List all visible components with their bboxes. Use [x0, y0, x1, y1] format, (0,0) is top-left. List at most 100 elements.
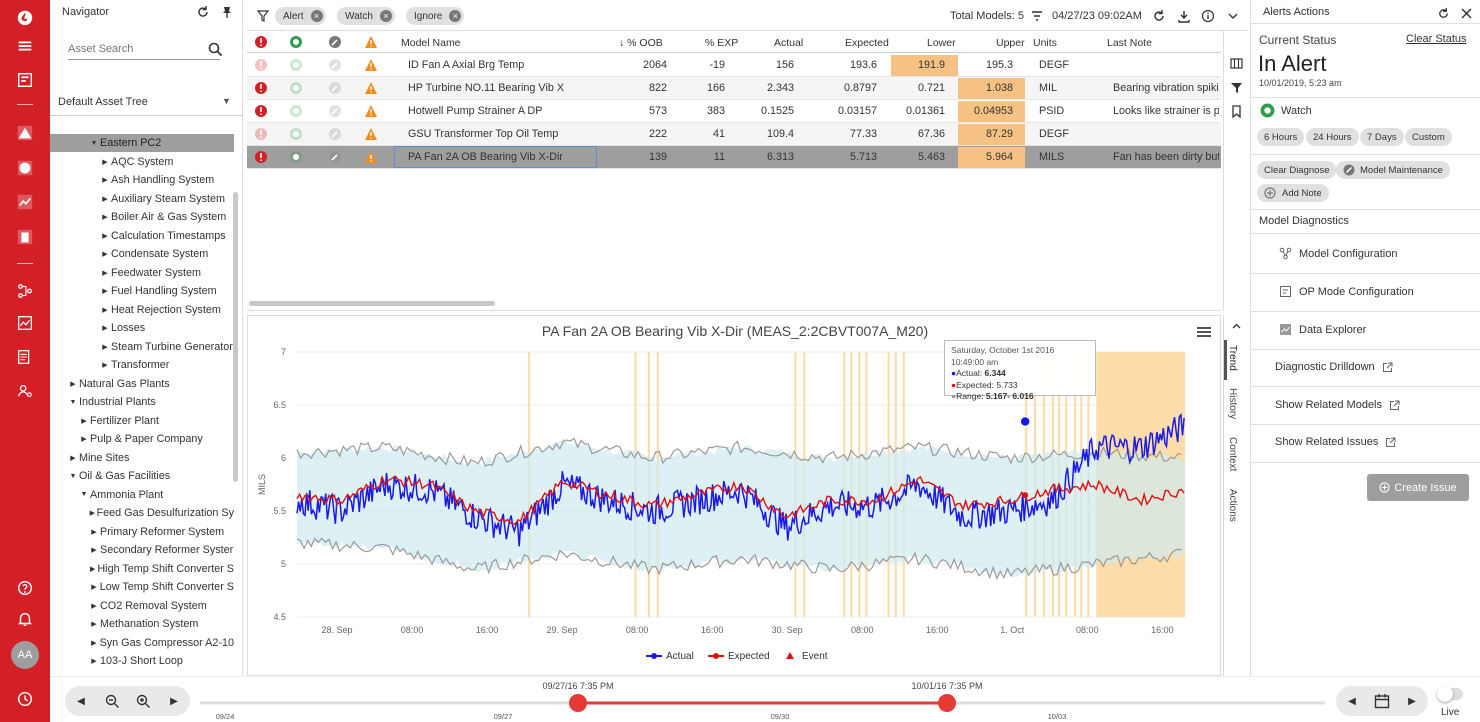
col-last-note[interactable]: Last Note: [1107, 37, 1152, 49]
maintenance-status-icon[interactable]: [328, 150, 342, 164]
caret-right-icon[interactable]: ▶: [91, 639, 97, 647]
filter-chip-watch[interactable]: Watch ×: [337, 7, 395, 25]
caret-right-icon[interactable]: ▶: [102, 343, 108, 351]
caret-right-icon[interactable]: ▶: [102, 288, 108, 295]
alert-status-icon[interactable]: [254, 150, 268, 164]
col-exp[interactable]: % EXP: [705, 37, 739, 49]
alert-status-icon[interactable]: [254, 127, 268, 141]
refresh-icon[interactable]: [1152, 9, 1166, 23]
tab-context[interactable]: Context: [1227, 437, 1238, 472]
info-icon[interactable]: [1201, 9, 1215, 23]
maintenance-status-icon[interactable]: [328, 127, 342, 141]
legend-label[interactable]: Expected: [728, 651, 770, 662]
remove-chip-icon[interactable]: ×: [449, 10, 462, 22]
caret-right-icon[interactable]: ▶: [91, 658, 97, 665]
duration-6-hours[interactable]: 6 Hours: [1257, 128, 1305, 146]
caret-right-icon[interactable]: ▶: [91, 528, 97, 536]
caret-right-icon[interactable]: ▶: [91, 584, 97, 591]
caret-right-icon[interactable]: ▶: [70, 380, 76, 388]
dashboard-icon[interactable]: [10, 67, 40, 93]
caret-right-icon[interactable]: ▶: [102, 232, 108, 240]
tree-item[interactable]: ▼ Oil & Gas Facilities: [50, 467, 234, 485]
caret-right-icon[interactable]: ▶: [102, 195, 108, 203]
warning-status-icon[interactable]: [364, 127, 378, 141]
user-avatar[interactable]: AA: [11, 641, 39, 669]
caret-right-icon[interactable]: ▶: [89, 510, 95, 517]
legend-label[interactable]: Event: [802, 651, 828, 662]
previous-range-button[interactable]: ◀: [1348, 695, 1356, 707]
model-maintenance-button[interactable]: Model Maintenance: [1336, 161, 1450, 179]
caret-right-icon[interactable]: ▶: [102, 251, 108, 258]
caret-right-icon[interactable]: ▶: [102, 325, 108, 332]
help-icon[interactable]: [10, 575, 40, 601]
show-related-models-action[interactable]: Show Related Models: [1275, 399, 1400, 411]
hierarchy-icon[interactable]: [10, 278, 40, 304]
remove-chip-icon[interactable]: ×: [379, 10, 392, 22]
as-of-date[interactable]: 04/27/23 09:02AM: [1052, 10, 1142, 22]
tree-item[interactable]: ▶ Fertilizer Plant: [50, 412, 234, 430]
asset-search-input[interactable]: [68, 38, 220, 60]
trend-icon[interactable]: [10, 189, 40, 215]
tree-item[interactable]: ▶ Boiler Air & Gas System: [50, 208, 234, 226]
caret-right-icon[interactable]: ▶: [102, 306, 108, 314]
alert-status-icon[interactable]: [254, 58, 268, 72]
caret-right-icon[interactable]: ▶: [70, 454, 76, 462]
watch-status-icon[interactable]: [289, 81, 303, 95]
clear-diagnose-button[interactable]: Clear Diagnose: [1257, 161, 1337, 179]
col-lower[interactable]: Lower: [927, 37, 956, 49]
filter-icon[interactable]: [1230, 81, 1243, 94]
duration-24-hours[interactable]: 24 Hours: [1306, 128, 1359, 146]
op-mode-configuration-action[interactable]: OP Mode Configuration: [1279, 285, 1414, 298]
caret-down-icon[interactable]: ▼: [69, 398, 77, 406]
clock-icon[interactable]: [10, 686, 40, 712]
caret-down-icon[interactable]: ▼: [69, 472, 77, 480]
pin-icon[interactable]: [220, 5, 234, 19]
tree-item[interactable]: ▶ Mine Sites: [50, 449, 234, 467]
close-icon[interactable]: [1460, 7, 1473, 20]
tab-actions[interactable]: Actions: [1227, 489, 1238, 522]
caret-right-icon[interactable]: ▶: [81, 436, 87, 443]
table-row[interactable]: PA Fan 2A OB Bearing Vib X-Dir 139 11 6.313…: [247, 146, 1221, 169]
table-row[interactable]: GSU Transformer Top Oil Temp 222 41 109.4 77…: [247, 123, 1221, 146]
chart-menu-icon[interactable]: [1197, 326, 1211, 338]
caret-down-icon[interactable]: ▼: [80, 491, 88, 498]
clear-status-link[interactable]: Clear Status: [1406, 33, 1467, 45]
refresh-icon[interactable]: [1437, 7, 1450, 20]
create-issue-button[interactable]: Create Issue: [1367, 474, 1469, 501]
col-actual[interactable]: Actual: [774, 37, 804, 49]
tree-item[interactable]: ▶ CO2 Removal System: [50, 597, 234, 615]
alert-status-icon[interactable]: [254, 81, 268, 95]
col-oob[interactable]: ↓ % OOB: [619, 37, 663, 49]
legend-label[interactable]: Actual: [666, 651, 694, 662]
tree-item[interactable]: ▶ Secondary Reformer Syster: [50, 541, 234, 559]
table-row[interactable]: ID Fan A Axial Brg Temp 2064 -19 156 193.6 19…: [247, 54, 1221, 77]
watch-status-icon[interactable]: [289, 58, 303, 72]
remove-chip-icon[interactable]: ×: [310, 10, 323, 22]
add-note-button[interactable]: Add Note: [1257, 184, 1329, 202]
alert-status-icon[interactable]: [254, 104, 268, 118]
sort-icon[interactable]: [1030, 9, 1044, 23]
tree-item[interactable]: ▶ Ash Handling System: [50, 171, 234, 189]
maintenance-status-icon[interactable]: [328, 81, 342, 95]
columns-icon[interactable]: [1230, 57, 1243, 70]
caret-right-icon[interactable]: ▶: [102, 177, 108, 184]
tree-item[interactable]: ▼ Eastern PC2: [50, 134, 234, 152]
chart-check-icon[interactable]: [10, 310, 40, 336]
tree-item[interactable]: ▶ High Temp Shift Converter S: [50, 560, 234, 578]
tree-item[interactable]: ▶ Primary Reformer System: [50, 523, 234, 541]
tree-item[interactable]: ▶ Heat Rejection System: [50, 301, 234, 319]
list-report-icon[interactable]: [10, 344, 40, 370]
caret-right-icon[interactable]: ▶: [102, 362, 108, 369]
user-settings-icon[interactable]: [10, 378, 40, 404]
tree-item[interactable]: ▼ Industrial Plants: [50, 393, 234, 411]
tree-item[interactable]: ▶ Feed Gas Desulfurization Sy: [50, 504, 234, 522]
maintenance-status-icon[interactable]: [328, 104, 342, 118]
tree-item[interactable]: ▶ Transformer: [50, 356, 234, 374]
live-toggle[interactable]: [1437, 686, 1463, 702]
tree-scrollbar[interactable]: [233, 192, 238, 482]
watch-status-icon[interactable]: [289, 127, 303, 141]
next-range-button[interactable]: ▶: [1408, 695, 1416, 707]
data-explorer-action[interactable]: Data Explorer: [1279, 323, 1366, 336]
tree-item[interactable]: ▶ Steam Turbine Generator: [50, 338, 234, 356]
check-circle-icon[interactable]: [10, 155, 40, 181]
